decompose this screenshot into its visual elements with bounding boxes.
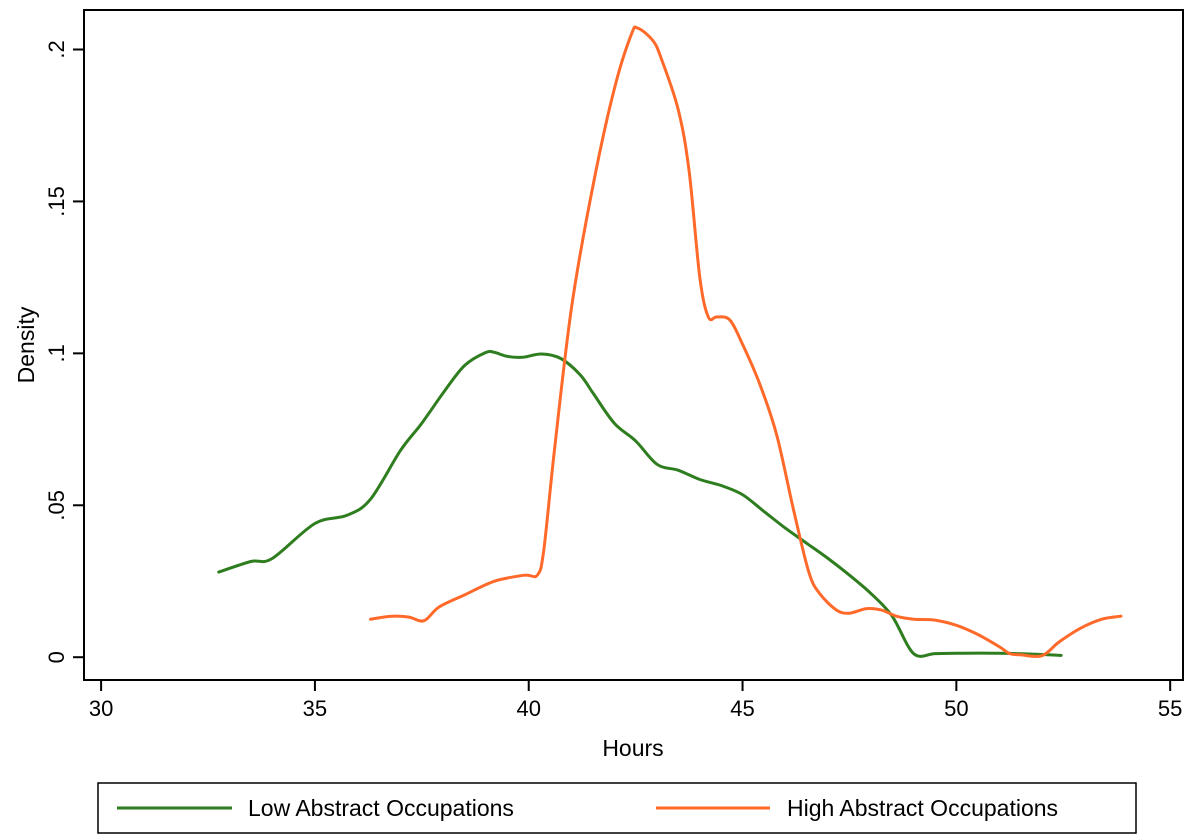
x-tick-label: 35: [303, 696, 327, 721]
y-axis: 0 .05 .1 .15 .2: [44, 40, 84, 663]
y-tick-label: .1: [44, 344, 69, 362]
legend: Low Abstract Occupations High Abstract O…: [97, 782, 1137, 834]
y-axis-title: Density: [13, 306, 39, 383]
x-tick-label: 40: [516, 696, 540, 721]
plot-area: [83, 9, 1184, 681]
y-tick-label: 0: [44, 651, 69, 663]
x-tick-label: 30: [89, 696, 113, 721]
x-tick-label: 55: [1158, 696, 1182, 721]
y-tick-label: .05: [44, 490, 69, 521]
x-tick-label: 45: [730, 696, 754, 721]
x-tick-label: 50: [944, 696, 968, 721]
x-axis: 30 35 40 45 50 55: [89, 680, 1182, 721]
y-tick-label: .2: [44, 40, 69, 58]
y-tick-label: .15: [44, 186, 69, 217]
legend-box: [97, 782, 1137, 834]
legend-label-low-abstract: Low Abstract Occupations: [248, 795, 514, 821]
series-layer: [217, 25, 1123, 658]
series-line-high-abstract: [369, 25, 1123, 658]
x-axis-title: Hours: [602, 735, 663, 761]
legend-label-high-abstract: High Abstract Occupations: [787, 795, 1058, 821]
